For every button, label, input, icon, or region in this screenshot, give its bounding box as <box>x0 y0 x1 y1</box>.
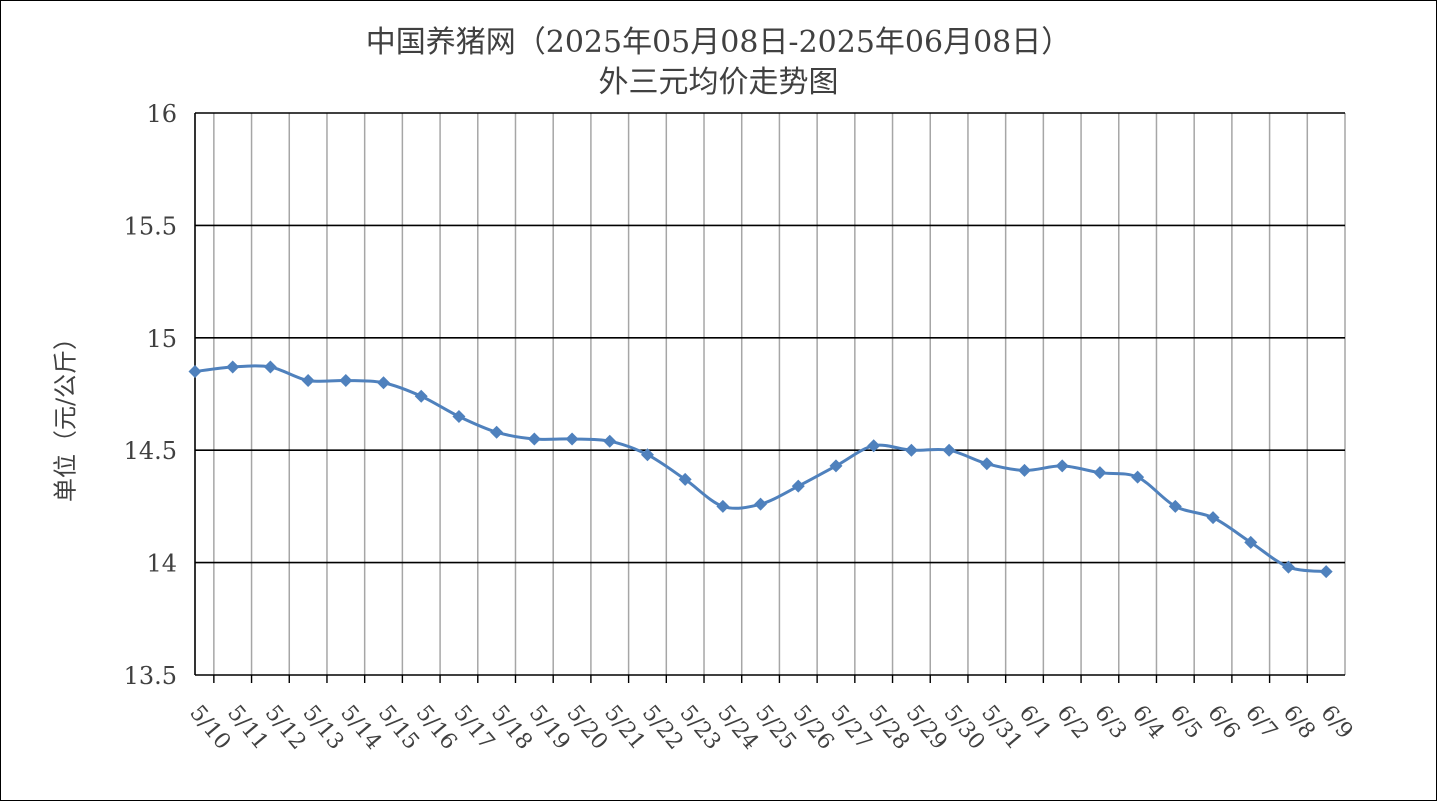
data-point-marker <box>301 374 315 388</box>
x-tick-label: 6/4 <box>1127 701 1169 744</box>
x-tick-label: 5/21 <box>599 701 650 755</box>
x-tick-label: 5/16 <box>411 701 462 755</box>
x-tick-label: 5/27 <box>825 701 876 755</box>
data-point-marker <box>414 389 428 403</box>
chart-subtitle: 外三元均价走势图 <box>598 65 839 100</box>
data-point-marker <box>377 376 391 390</box>
x-tick-label: 5/23 <box>675 701 726 755</box>
x-tick-label: 5/28 <box>863 701 914 755</box>
x-tick-label: 5/22 <box>637 701 688 755</box>
x-tick-label: 5/13 <box>298 701 349 755</box>
x-tick-label: 5/30 <box>939 701 990 755</box>
data-point-marker <box>1244 535 1258 549</box>
data-point-marker <box>1168 499 1182 513</box>
x-tick-label: 5/14 <box>335 701 386 755</box>
data-point-marker <box>452 409 466 423</box>
data-point-marker <box>603 434 617 448</box>
data-point-marker <box>640 448 654 462</box>
x-tick-label: 6/6 <box>1202 701 1244 744</box>
data-point-marker <box>226 360 240 374</box>
x-tick-label: 5/18 <box>486 701 537 755</box>
x-tick-label: 6/2 <box>1052 701 1094 744</box>
x-tick-label: 5/29 <box>901 701 952 755</box>
x-tick-label: 6/3 <box>1089 701 1131 744</box>
data-point-marker <box>1206 511 1220 525</box>
data-point-marker <box>716 499 730 513</box>
data-point-marker <box>904 443 918 457</box>
x-tick-label: 5/20 <box>561 701 612 755</box>
y-tick-label: 14 <box>146 550 177 578</box>
x-tick-label: 5/17 <box>448 701 499 755</box>
data-point-marker <box>678 472 692 486</box>
data-point-marker <box>754 497 768 511</box>
data-point-marker <box>565 432 579 446</box>
x-tick-label: 6/9 <box>1316 701 1358 744</box>
data-point-marker <box>1281 560 1295 574</box>
chart-title: 中国养猪网（2025年05月08日-2025年06月08日） <box>365 25 1072 60</box>
data-point-marker <box>339 374 353 388</box>
y-tick-label: 15.5 <box>124 212 177 240</box>
data-point-marker <box>527 432 541 446</box>
y-tick-label: 14.5 <box>124 437 177 465</box>
x-tick-label: 5/11 <box>222 701 273 755</box>
data-point-marker <box>1131 470 1145 484</box>
data-point-marker <box>263 360 277 374</box>
data-point-marker <box>791 479 805 493</box>
data-point-marker <box>188 365 202 379</box>
x-tick-label: 5/26 <box>788 701 839 755</box>
data-point-marker <box>1093 466 1107 480</box>
data-point-marker <box>867 439 881 453</box>
x-tick-label: 6/5 <box>1165 701 1207 744</box>
x-tick-label: 5/12 <box>260 701 311 755</box>
x-tick-label: 6/7 <box>1240 701 1282 744</box>
x-tick-label: 5/10 <box>184 701 235 755</box>
data-point-marker <box>1018 463 1032 477</box>
x-tick-label: 5/19 <box>524 701 575 755</box>
data-point-marker <box>829 459 843 473</box>
y-tick-label: 13.5 <box>124 662 177 690</box>
x-tick-label: 6/8 <box>1278 701 1320 744</box>
data-point-marker <box>942 443 956 457</box>
y-tick-label: 16 <box>146 100 177 128</box>
x-tick-label: 5/15 <box>373 701 424 755</box>
x-tick-label: 5/31 <box>976 701 1027 755</box>
y-tick-label: 15 <box>146 325 177 353</box>
x-tick-label: 5/24 <box>712 701 763 755</box>
data-point-marker <box>1055 459 1069 473</box>
data-point-marker <box>490 425 504 439</box>
x-tick-label: 5/25 <box>750 701 801 755</box>
data-point-marker <box>980 457 994 471</box>
data-point-marker <box>1319 565 1333 579</box>
